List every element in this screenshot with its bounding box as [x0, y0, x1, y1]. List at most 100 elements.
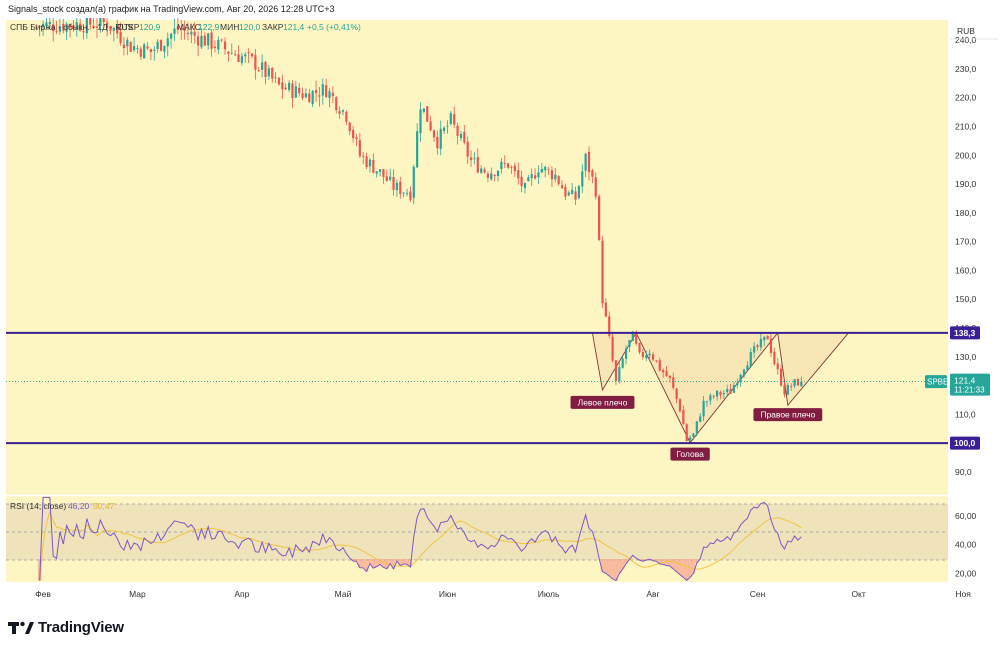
ticker-badge	[925, 375, 947, 389]
legend-symbol[interactable]: СПБ Биржа · обыкн. · 1Д · RUS	[10, 22, 134, 32]
candle-body	[567, 192, 570, 196]
candle-body	[267, 68, 270, 77]
candle-body	[234, 54, 237, 56]
candle-body	[149, 48, 153, 53]
ticker-badge-text: SPBE	[927, 378, 948, 387]
candle-body	[261, 62, 264, 70]
candle-body	[463, 131, 466, 143]
candle-body	[294, 86, 297, 98]
candle-body	[429, 121, 432, 131]
rsi-tick-label: 40,00	[955, 540, 977, 550]
candle-body	[736, 383, 739, 386]
candle-body	[665, 371, 668, 377]
candle-body	[183, 27, 186, 31]
candle-body	[254, 55, 257, 70]
candle-body	[746, 365, 749, 371]
candle-body	[257, 70, 260, 72]
level-price-badge-text: 138,3	[954, 328, 976, 338]
time-tick-label: Ноя	[955, 589, 971, 599]
rsi-legend-ma-value: 50,47	[93, 501, 115, 511]
candle-body	[186, 32, 190, 35]
candle-body	[328, 91, 331, 98]
price-tick-label: 90,0	[955, 467, 972, 477]
right-shoulder-label[interactable]: Правое плечо	[760, 410, 815, 420]
rsi-legend-name[interactable]: RSI (14; close)	[10, 501, 66, 511]
head-and-shoulders-pattern[interactable]	[591, 332, 850, 444]
price-tick-label: 220,0	[955, 93, 977, 103]
time-axis[interactable]	[0, 583, 948, 607]
candle-body	[651, 354, 655, 360]
candle-body	[769, 338, 773, 353]
candle-body	[523, 183, 527, 189]
legend-close-value: 121,4	[283, 22, 305, 32]
candle-body	[355, 137, 358, 140]
price-tick-label: 240,0	[955, 35, 977, 45]
candle-body	[624, 348, 628, 359]
currency-label[interactable]: RUB	[957, 26, 975, 36]
candle-body	[422, 108, 425, 112]
left-shoulder-label[interactable]: Левое плечо	[578, 397, 628, 407]
candle-body	[240, 56, 243, 64]
candle-body	[45, 22, 48, 26]
candle-body	[237, 54, 240, 62]
candle-body	[473, 158, 476, 160]
candle-body	[213, 46, 217, 48]
candle-body	[530, 174, 533, 179]
candle-body	[439, 128, 442, 150]
candle-body	[533, 175, 537, 179]
candle-body	[466, 141, 469, 157]
candle-body	[38, 25, 41, 27]
candle-body	[109, 25, 112, 31]
candle-body	[298, 87, 301, 94]
rsi-axis-ticks: 60,00 40,00 20,00	[955, 511, 977, 578]
candle-body	[476, 157, 479, 173]
candle-body	[311, 90, 314, 105]
candle-body	[35, 25, 38, 27]
head-label[interactable]: Голова	[676, 449, 704, 459]
tradingview-logo[interactable]: TradingView	[8, 616, 124, 638]
time-tick-label: Июн	[439, 589, 456, 599]
candle-body	[712, 395, 715, 397]
candle-body	[598, 196, 601, 240]
candle-body	[321, 84, 324, 96]
level-price-badge	[950, 436, 980, 450]
candle-body	[800, 381, 803, 387]
time-axis-ticks: Фев Мар Апр Май Июн Июль Авг Сен Окт Ноя	[35, 589, 971, 599]
candle-body	[742, 369, 746, 376]
candle-body	[375, 171, 378, 174]
time-tick-label: Июль	[538, 589, 560, 599]
horizontal-levels[interactable]	[6, 331, 948, 445]
candle-body	[490, 173, 493, 180]
candle-body	[486, 173, 490, 178]
price-axis[interactable]	[948, 20, 1000, 582]
candle-body	[560, 185, 564, 189]
publisher-text: Signals_stock создал(а) график на Tradin…	[8, 4, 335, 14]
pattern-labels[interactable]: Левое плечо Голова Правое плечо	[570, 395, 823, 461]
candle-body	[601, 240, 604, 304]
candle-body	[796, 379, 800, 386]
candle-body	[41, 23, 45, 28]
chart-canvas[interactable]: 240,0 230,0 220,0 210,0 200,0 190,0 180,0 170,0…	[0, 18, 1000, 614]
price-tick-label: 180,0	[955, 208, 977, 218]
candle-body	[685, 424, 688, 441]
candle-body	[331, 92, 334, 97]
left-shoulder-label-background	[570, 395, 635, 409]
candle-body	[496, 170, 500, 177]
candle-body	[166, 38, 169, 47]
candle-body	[780, 368, 783, 386]
candle-body	[469, 157, 473, 161]
candle-body	[500, 161, 503, 169]
candle-body	[362, 156, 365, 157]
candle-body	[587, 151, 591, 173]
candle-body	[432, 130, 436, 138]
candle-body	[554, 174, 557, 180]
candle-body	[581, 171, 584, 187]
candle-body	[604, 302, 607, 317]
candle-body	[591, 170, 594, 177]
candle-body	[557, 176, 560, 185]
candle-body	[793, 379, 796, 386]
candle-body	[143, 44, 146, 59]
price-tick-label: 130,0	[955, 352, 977, 362]
candlestick-series	[35, 18, 803, 442]
candle-body	[416, 131, 419, 168]
